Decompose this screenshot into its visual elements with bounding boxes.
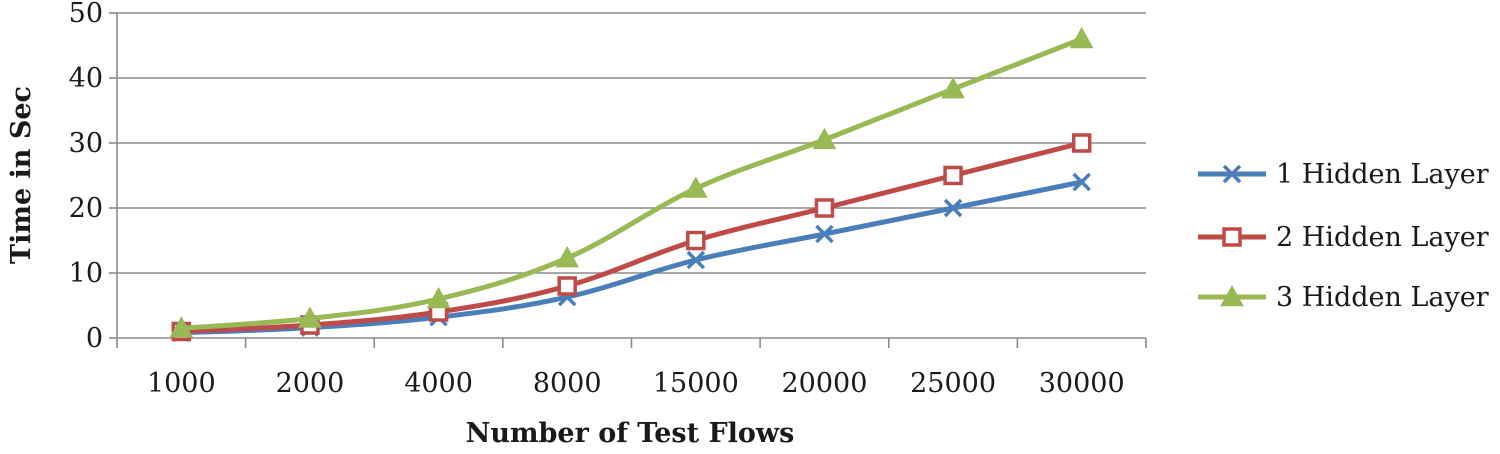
legend-label: 3 Hidden Layer	[1276, 282, 1489, 313]
data-point-marker	[1071, 133, 1092, 153]
y-axis-title: Time in Sec	[6, 86, 37, 264]
x-axis-title: Number of Test Flows	[466, 418, 795, 449]
legend: 1 Hidden Layer 2 Hidden Layer 3 Hidden Lay…	[1198, 159, 1489, 313]
series-line	[178, 179, 1085, 336]
data-point-marker	[941, 77, 965, 99]
x-tick-label: 4000	[404, 368, 473, 399]
y-tick-label: 30	[69, 128, 103, 159]
series-3	[169, 26, 1094, 338]
x-tick-labels: 1000 2000 4000 8000 15000 20000 25000 30000	[147, 368, 1125, 399]
data-point-marker	[686, 250, 706, 270]
data-point-marker	[943, 165, 963, 186]
legend-label: 2 Hidden Layer	[1276, 222, 1489, 253]
x-tick-label: 15000	[653, 368, 739, 399]
data-point-marker	[686, 230, 706, 251]
gridlines	[109, 12, 1146, 339]
data-point-marker	[1069, 26, 1094, 49]
y-tick-label: 20	[69, 193, 103, 224]
data-point-marker	[426, 286, 451, 309]
data-point-marker	[169, 316, 194, 338]
legend-marker	[1222, 227, 1242, 247]
y-tick-label: 50	[69, 0, 103, 29]
x-tick-label: 25000	[910, 368, 996, 399]
x-tick-label: 30000	[1039, 368, 1125, 399]
x-tick-label: 8000	[533, 368, 602, 399]
data-point-marker	[1072, 172, 1091, 192]
y-tick-label: 10	[69, 258, 103, 289]
x-tick-label: 20000	[781, 368, 867, 399]
data-point-marker	[683, 176, 708, 198]
series-group	[169, 26, 1094, 343]
data-point-marker	[814, 198, 835, 218]
series-line	[178, 36, 1085, 331]
data-point-marker	[557, 276, 577, 296]
data-point-marker	[298, 306, 322, 328]
legend-entry: 3 Hidden Layer	[1198, 282, 1489, 313]
data-point-marker	[943, 198, 963, 218]
data-point-marker	[555, 246, 580, 268]
legend-label: 1 Hidden Layer	[1276, 159, 1489, 190]
series-line	[178, 140, 1085, 334]
y-tick-label: 40	[69, 63, 103, 94]
y-tick-labels: 0 10 20 30 40 50	[69, 0, 103, 354]
x-tick-label: 2000	[276, 368, 345, 399]
axes	[116, 13, 1147, 348]
x-tick-label: 1000	[147, 368, 216, 399]
y-tick-label: 0	[86, 323, 103, 354]
legend-marker	[1220, 284, 1244, 307]
data-point-marker	[812, 127, 837, 150]
legend-entry: 2 Hidden Layer	[1198, 222, 1489, 253]
data-point-marker	[815, 224, 834, 244]
legend-entry: 1 Hidden Layer	[1198, 159, 1489, 190]
legend-marker	[1222, 164, 1242, 184]
